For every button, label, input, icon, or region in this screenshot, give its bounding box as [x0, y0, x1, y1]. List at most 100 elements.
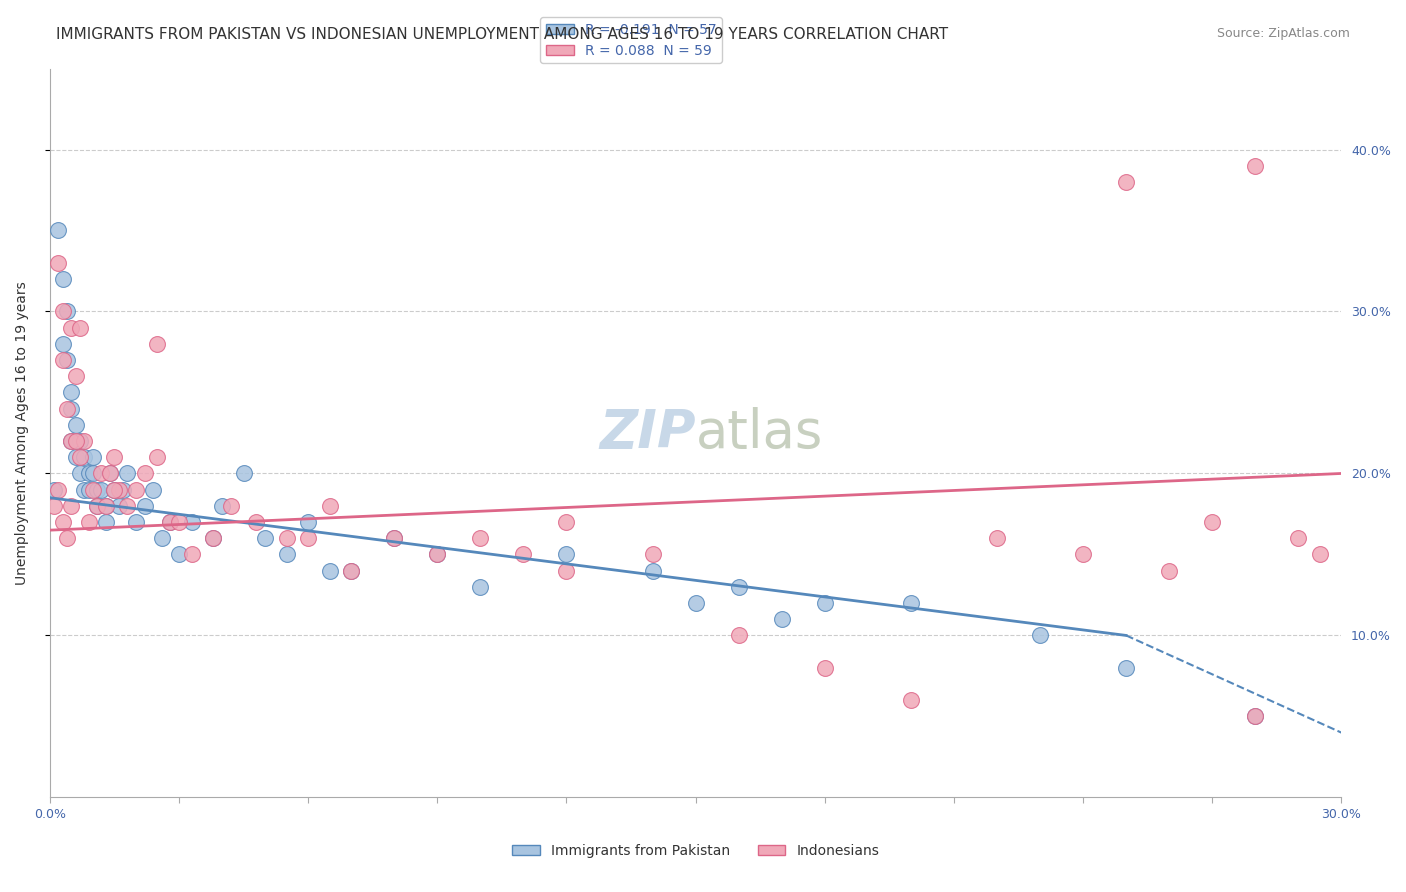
Point	[167, 515, 190, 529]
Point	[60, 434, 83, 448]
Point	[77, 483, 100, 497]
Point	[297, 515, 319, 529]
Point	[1029, 628, 1052, 642]
Point	[641, 548, 664, 562]
Point	[52, 515, 75, 529]
Point	[470, 580, 492, 594]
Point	[90, 483, 112, 497]
Point	[60, 401, 83, 416]
Point	[65, 450, 87, 465]
Point	[1115, 661, 1137, 675]
Point	[86, 483, 108, 497]
Point	[56, 531, 79, 545]
Point	[555, 564, 578, 578]
Point	[69, 467, 91, 481]
Point	[202, 531, 225, 545]
Point	[134, 467, 156, 481]
Point	[727, 628, 749, 642]
Point	[180, 515, 202, 529]
Point	[82, 450, 104, 465]
Point	[56, 304, 79, 318]
Point	[382, 531, 405, 545]
Point	[52, 337, 75, 351]
Point	[65, 369, 87, 384]
Point	[276, 531, 298, 545]
Point	[900, 693, 922, 707]
Point	[142, 483, 165, 497]
Point	[86, 499, 108, 513]
Point	[219, 499, 242, 513]
Point	[73, 450, 96, 465]
Point	[340, 564, 363, 578]
Point	[1244, 159, 1267, 173]
Point	[318, 499, 340, 513]
Point	[134, 499, 156, 513]
Point	[1244, 709, 1267, 723]
Point	[900, 596, 922, 610]
Point	[382, 531, 405, 545]
Point	[48, 256, 70, 270]
Point	[60, 499, 83, 513]
Point	[276, 548, 298, 562]
Point	[1115, 175, 1137, 189]
Point	[986, 531, 1008, 545]
Point	[211, 499, 233, 513]
Point	[69, 434, 91, 448]
Point	[48, 223, 70, 237]
Point	[727, 580, 749, 594]
Point	[254, 531, 277, 545]
Text: IMMIGRANTS FROM PAKISTAN VS INDONESIAN UNEMPLOYMENT AMONG AGES 16 TO 19 YEARS CO: IMMIGRANTS FROM PAKISTAN VS INDONESIAN U…	[56, 27, 949, 42]
Point	[202, 531, 225, 545]
Point	[90, 467, 112, 481]
Point	[56, 401, 79, 416]
Point	[52, 304, 75, 318]
Point	[103, 483, 125, 497]
Text: atlas: atlas	[696, 407, 823, 459]
Point	[65, 434, 87, 448]
Point	[60, 385, 83, 400]
Point	[245, 515, 267, 529]
Point	[60, 434, 83, 448]
Point	[73, 483, 96, 497]
Point	[340, 564, 363, 578]
Point	[94, 499, 117, 513]
Point	[125, 515, 148, 529]
Point	[1071, 548, 1094, 562]
Text: Source: ZipAtlas.com: Source: ZipAtlas.com	[1216, 27, 1350, 40]
Point	[60, 320, 83, 334]
Point	[98, 467, 121, 481]
Point	[77, 467, 100, 481]
Point	[98, 467, 121, 481]
Point	[1286, 531, 1309, 545]
Point	[52, 272, 75, 286]
Point	[1244, 709, 1267, 723]
Point	[814, 661, 837, 675]
Point	[65, 417, 87, 432]
Point	[814, 596, 837, 610]
Point	[77, 515, 100, 529]
Point	[470, 531, 492, 545]
Point	[82, 483, 104, 497]
Point	[167, 548, 190, 562]
Legend: Immigrants from Pakistan, Indonesians: Immigrants from Pakistan, Indonesians	[506, 838, 884, 863]
Point	[232, 467, 254, 481]
Point	[426, 548, 449, 562]
Point	[103, 450, 125, 465]
Point	[555, 515, 578, 529]
Text: ZIP: ZIP	[599, 407, 696, 459]
Point	[512, 548, 534, 562]
Point	[641, 564, 664, 578]
Point	[56, 353, 79, 368]
Point	[150, 531, 173, 545]
Point	[48, 483, 70, 497]
Point	[318, 564, 340, 578]
Point	[82, 467, 104, 481]
Point	[426, 548, 449, 562]
Point	[1201, 515, 1223, 529]
Point	[125, 483, 148, 497]
Point	[555, 548, 578, 562]
Point	[86, 499, 108, 513]
Point	[159, 515, 181, 529]
Point	[103, 483, 125, 497]
Point	[69, 450, 91, 465]
